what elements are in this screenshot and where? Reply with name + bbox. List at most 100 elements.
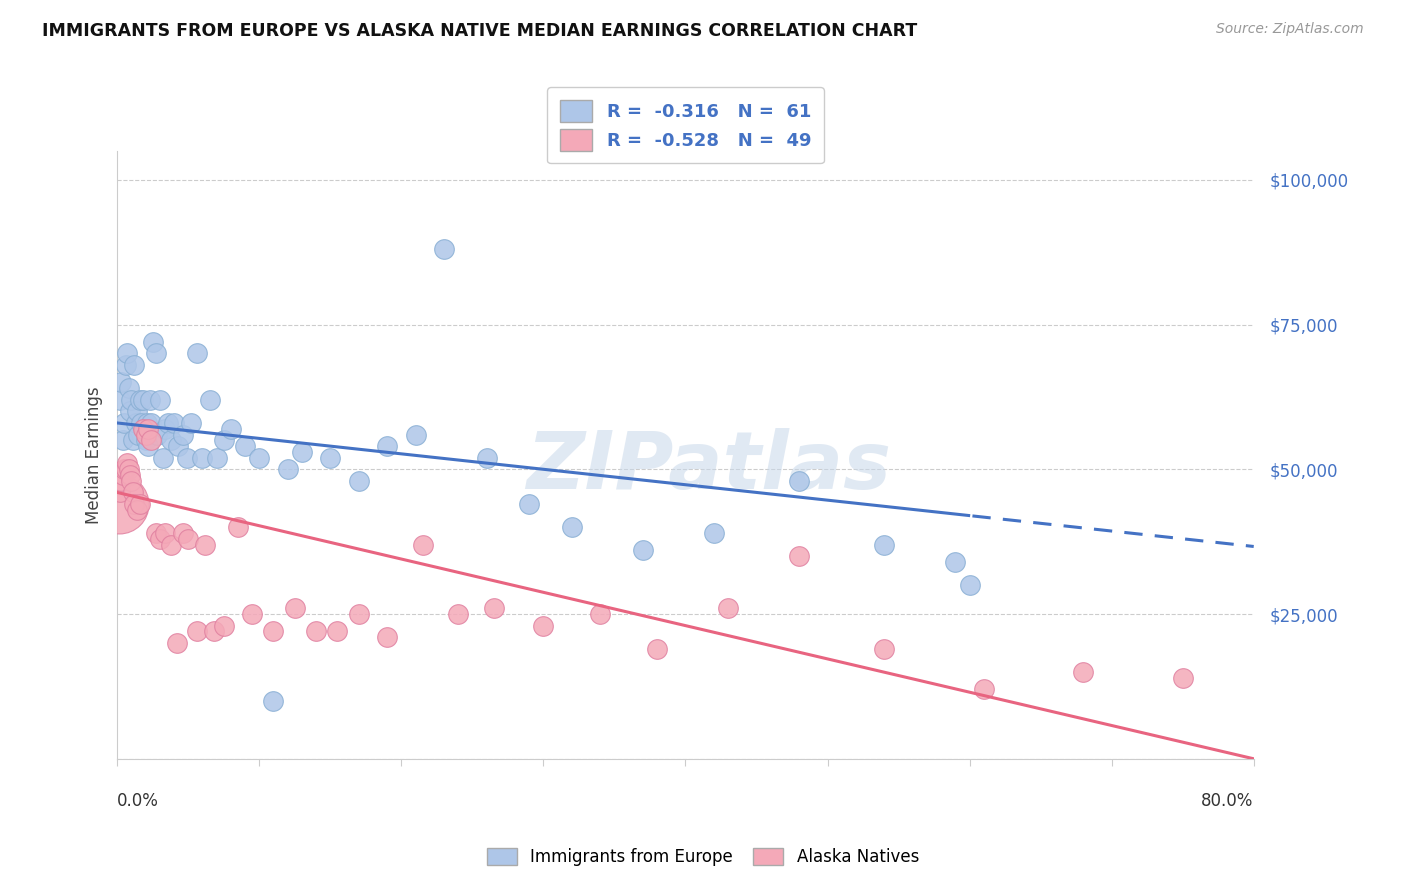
Point (145, 526, 167, 541)
Point (482, 601, 505, 615)
Point (959, 578, 981, 592)
Point (172, 427, 194, 442)
Point (873, 537, 896, 551)
Point (134, 422, 156, 436)
Point (375, 630, 398, 644)
Point (132, 422, 155, 436)
Point (155, 422, 177, 436)
Point (198, 392, 221, 407)
Point (284, 601, 307, 615)
Point (110, 474, 132, 488)
Point (226, 520, 249, 534)
Point (108, 485, 131, 500)
Point (112, 462, 135, 476)
Point (375, 439, 398, 453)
Point (114, 462, 136, 476)
Point (291, 445, 314, 459)
Point (152, 450, 174, 465)
Point (531, 618, 554, 632)
Point (149, 392, 172, 407)
Point (262, 694, 284, 708)
Point (141, 416, 163, 430)
Point (122, 497, 145, 511)
Point (172, 526, 194, 541)
Point (149, 532, 172, 546)
Point (191, 450, 214, 465)
Point (135, 434, 157, 448)
Point (1171, 671, 1194, 685)
Point (433, 242, 456, 256)
Point (112, 416, 135, 430)
Point (125, 404, 148, 418)
Point (120, 474, 142, 488)
Point (160, 434, 183, 448)
Point (128, 427, 150, 442)
Point (945, 555, 967, 569)
Point (120, 392, 142, 407)
Point (1071, 665, 1094, 679)
Point (129, 392, 152, 407)
Point (233, 439, 256, 453)
Point (412, 537, 434, 551)
Point (589, 607, 612, 621)
Point (118, 404, 141, 418)
Point (108, 392, 131, 407)
Point (160, 537, 183, 551)
Point (186, 346, 208, 360)
Point (873, 641, 896, 656)
Point (138, 422, 160, 436)
Point (194, 537, 217, 551)
Point (121, 434, 143, 448)
Point (166, 636, 188, 650)
Point (124, 416, 146, 430)
Point (517, 497, 540, 511)
Point (347, 474, 370, 488)
Point (240, 607, 263, 621)
Point (117, 462, 139, 476)
Point (305, 624, 328, 639)
Point (717, 601, 740, 615)
Point (131, 416, 153, 430)
Point (277, 462, 299, 476)
Point (405, 427, 427, 442)
Point (145, 346, 167, 360)
Point (212, 434, 235, 448)
Point (157, 416, 180, 430)
Point (973, 682, 995, 697)
Point (645, 641, 668, 656)
Point (138, 439, 160, 453)
Text: Source: ZipAtlas.com: Source: ZipAtlas.com (1216, 22, 1364, 37)
Point (787, 549, 810, 563)
Point (202, 624, 225, 639)
Point (262, 624, 284, 639)
Point (631, 543, 654, 558)
Point (111, 434, 134, 448)
Point (155, 526, 177, 541)
Point (139, 392, 162, 407)
Point (176, 450, 198, 465)
Point (115, 346, 138, 360)
Point (787, 474, 810, 488)
Point (114, 358, 136, 372)
Point (111, 468, 134, 483)
Point (447, 607, 470, 621)
Point (326, 624, 349, 639)
Point (132, 392, 155, 407)
Point (177, 532, 200, 546)
Point (117, 381, 139, 395)
Point (107, 497, 129, 511)
Point (115, 457, 138, 471)
Point (212, 618, 235, 632)
Text: ZIPatlas: ZIPatlas (526, 428, 890, 506)
Point (146, 427, 169, 442)
Point (167, 439, 190, 453)
Point (163, 416, 186, 430)
Point (475, 450, 498, 465)
Point (122, 358, 145, 372)
Text: 0.0%: 0.0% (117, 792, 159, 810)
Point (142, 334, 165, 349)
Point (205, 450, 228, 465)
Point (135, 427, 157, 442)
Point (219, 422, 242, 436)
Point (141, 434, 163, 448)
